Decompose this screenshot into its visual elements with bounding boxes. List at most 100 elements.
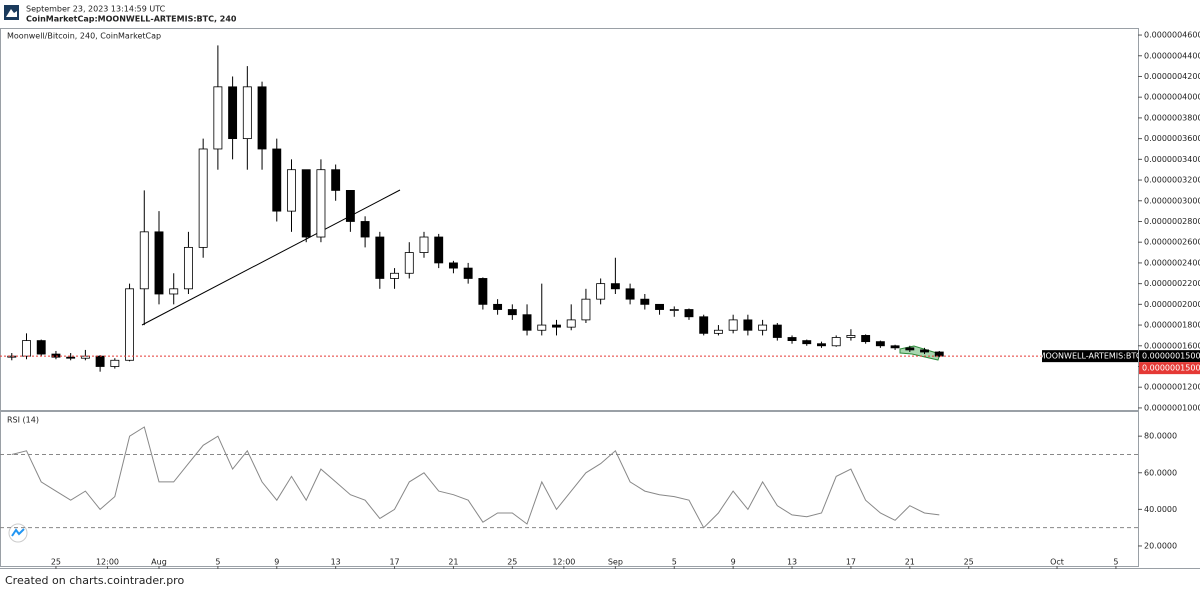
candle-body <box>537 324 547 331</box>
candle-body <box>831 337 841 347</box>
candle-body <box>581 298 591 321</box>
x-tick-label: Aug <box>151 558 167 567</box>
x-tick-label: 12:00 <box>96 558 119 567</box>
candle-body <box>669 309 679 311</box>
candle-body <box>787 337 797 342</box>
candle-body <box>934 351 944 357</box>
candle-body <box>522 314 532 331</box>
y-tick-label: 80.0000 <box>1144 432 1177 441</box>
candle-body <box>610 283 620 290</box>
price-name-box <box>1042 350 1138 363</box>
candle-body <box>552 324 561 328</box>
candle-body <box>758 324 768 331</box>
candle-body <box>257 86 267 150</box>
y-tick-label: 0.0000001200 <box>1144 383 1200 392</box>
candle-body <box>404 252 414 274</box>
y-tick-label: 60.0000 <box>1144 468 1177 477</box>
candle-body <box>390 272 399 279</box>
x-tick-label: Oct <box>1050 558 1064 567</box>
candle-body <box>375 236 385 279</box>
candle-body <box>743 319 753 331</box>
y-tick-label: 0.0000001600 <box>1144 341 1200 350</box>
candle-body <box>861 335 871 343</box>
candle-body <box>463 267 473 279</box>
y-tick-label: 0.0000001800 <box>1144 321 1200 330</box>
candle-body <box>655 303 664 310</box>
x-tick-label: 21 <box>448 558 458 567</box>
candle-body <box>66 356 76 359</box>
candle-body <box>772 324 782 338</box>
candle-body <box>316 169 326 238</box>
candle-body <box>125 288 135 361</box>
candle-body <box>875 341 885 347</box>
candle-body <box>51 353 61 358</box>
y-tick-label: 0.0000002600 <box>1144 238 1200 247</box>
price-name: MOONWELL-ARTEMIS:BTC <box>1039 352 1142 361</box>
x-tick-label: 9 <box>731 558 736 567</box>
trendline <box>141 189 401 326</box>
candle-body <box>228 86 238 140</box>
timestamp: September 23, 2023 13:14:59 UTC <box>26 5 166 14</box>
y-tick-label: 0.0000003600 <box>1144 134 1200 143</box>
candle-body <box>920 349 929 353</box>
y-tick-label: 0.0000004000 <box>1144 93 1200 102</box>
price-value-label-red: 0.0000001500 <box>1142 364 1200 373</box>
candle-body <box>183 246 193 290</box>
candle-body <box>434 236 444 264</box>
rsi-title: RSI (14) <box>7 416 39 425</box>
x-tick-label: 12:00 <box>552 558 575 567</box>
candle-body <box>905 347 915 351</box>
candle-body <box>817 343 826 347</box>
y-tick-label: 0.0000004600 <box>1144 31 1200 40</box>
candle-body <box>684 309 694 318</box>
candle-body <box>802 340 812 345</box>
candle-body <box>596 283 606 300</box>
candle-body <box>169 288 179 295</box>
candle-body <box>507 309 517 316</box>
candle-body <box>36 340 46 355</box>
y-tick-label: 0.0000004200 <box>1144 72 1200 81</box>
candle-body <box>419 236 429 253</box>
candle-body <box>110 359 120 367</box>
candle-body <box>478 278 488 305</box>
x-tick-label: Sep <box>608 558 623 567</box>
candle-body <box>640 298 650 305</box>
y-tick-label: 0.0000002200 <box>1144 279 1200 288</box>
candle-body <box>566 319 576 328</box>
x-tick-label: 25 <box>507 558 517 567</box>
price-value-box <box>1139 350 1200 363</box>
candle-body <box>7 355 17 358</box>
y-tick-label: 0.0000003400 <box>1144 155 1200 164</box>
rsi-line <box>11 426 940 529</box>
x-tick-label: 5 <box>672 558 677 567</box>
y-tick-label: 0.0000002800 <box>1144 217 1200 226</box>
candle-body <box>272 148 282 212</box>
candle-body <box>287 169 296 212</box>
x-tick-label: 5 <box>215 558 220 567</box>
series-name: Moonwell/Bitcoin, 240, CoinMarketCap <box>7 32 161 41</box>
candle-body <box>699 316 709 334</box>
footer: Created on charts.cointrader.pro <box>5 574 184 587</box>
candle-body <box>345 190 355 222</box>
price-value-label: 0.0000001500 <box>1142 352 1200 361</box>
candle-body <box>154 231 164 295</box>
logo-mark <box>6 9 17 17</box>
candle-body <box>625 288 635 300</box>
x-tick-label: 9 <box>274 558 279 567</box>
y-tick-label: 0.0000003000 <box>1144 196 1200 205</box>
x-tick-label: 25 <box>51 558 61 567</box>
price-pane <box>0 28 1139 411</box>
candle-body <box>493 303 503 310</box>
y-tick-label: 0.0000003200 <box>1144 176 1200 185</box>
y-tick-label: 40.0000 <box>1144 505 1177 514</box>
candle-body <box>242 86 252 140</box>
candle-body <box>331 169 341 191</box>
y-tick-label: 20.0000 <box>1144 541 1177 550</box>
candle-body <box>890 345 900 349</box>
x-tick-label: 13 <box>331 558 341 567</box>
candle-body <box>198 148 208 248</box>
x-tick-label: 17 <box>846 558 856 567</box>
x-tick-label: 17 <box>389 558 399 567</box>
watermark-mark <box>11 528 25 537</box>
